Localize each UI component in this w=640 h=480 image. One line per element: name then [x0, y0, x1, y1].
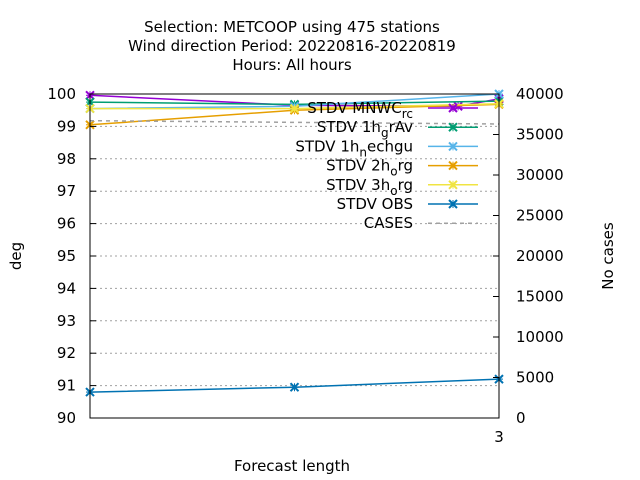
chart-title: Selection: METCOOP using 475 stationsWin… — [128, 18, 456, 74]
legend-marker — [448, 180, 458, 190]
title-line: Wind direction Period: 20220816-20220819 — [128, 37, 456, 55]
series-lines — [85, 89, 504, 397]
y-tick-label: 98 — [57, 150, 76, 168]
y2-tick-label: 35000 — [516, 126, 564, 144]
data-point — [289, 382, 300, 392]
y2-tick-label: 20000 — [516, 247, 564, 265]
legend-label: STDV MNWCrc — [307, 99, 413, 121]
y-tick-label: 94 — [57, 279, 76, 297]
y2-tick-label: 10000 — [516, 328, 564, 346]
legend-entry: CASES — [364, 214, 478, 232]
y-tick-label: 93 — [57, 312, 76, 330]
title-line: Hours: All hours — [232, 56, 351, 74]
y-tick-label: 95 — [57, 247, 76, 265]
legend-marker — [448, 103, 458, 113]
legend-entry: STDV 1hnechgu — [295, 137, 478, 159]
legend-label: STDV OBS — [337, 195, 413, 213]
legend-entry: STDV MNWCrc — [307, 99, 478, 121]
legend-label: STDV 2horg — [326, 157, 413, 179]
data-point — [289, 103, 300, 114]
y2-tick-label: 40000 — [516, 85, 564, 103]
y-tick-label: 96 — [57, 215, 76, 233]
y2-tick-label: 5000 — [516, 369, 554, 387]
legend-entry: STDV 3horg — [326, 176, 478, 198]
legend-entry: STDV OBS — [337, 195, 478, 213]
y-tick-label: 91 — [57, 377, 76, 395]
y-tick-label: 99 — [57, 117, 76, 135]
axis-ticks: 90 91 92 93 94 95 96 97 98 99 100 0 5000 10000 15000 20… — [47, 85, 563, 446]
data-point — [453, 101, 463, 112]
y2-axis-label: No cases — [599, 222, 617, 290]
series-line — [89, 119, 500, 125]
y-tick-label: 92 — [57, 344, 76, 362]
legend-marker — [448, 141, 458, 152]
y-tick-label: 100 — [47, 85, 76, 103]
y2-tick-label: 15000 — [516, 288, 564, 306]
legend-label: STDV 3horg — [326, 176, 413, 198]
legend-label: CASES — [364, 214, 413, 232]
legend-marker — [448, 122, 458, 132]
legend-entry: STDV 2horg — [326, 157, 478, 179]
y-axis-label: deg — [7, 242, 25, 270]
x-axis-label: Forecast length — [234, 457, 350, 475]
y-tick-label: 90 — [57, 409, 76, 427]
y2-tick-label: 0 — [516, 409, 526, 427]
legend-marker — [448, 160, 458, 171]
title-line: Selection: METCOOP using 475 stations — [144, 18, 440, 36]
legend-label: STDV 1hgrAv — [317, 118, 413, 140]
legend-entry: STDV 1hgrAv — [317, 118, 478, 140]
y-tick-label: 97 — [57, 182, 76, 200]
legend-marker — [448, 199, 458, 209]
y2-tick-label: 30000 — [516, 166, 564, 184]
series-line — [89, 94, 500, 108]
y2-tick-label: 25000 — [516, 207, 564, 225]
x-tick-label: 3 — [494, 428, 504, 446]
legend-label: STDV 1hnechgu — [295, 137, 413, 159]
